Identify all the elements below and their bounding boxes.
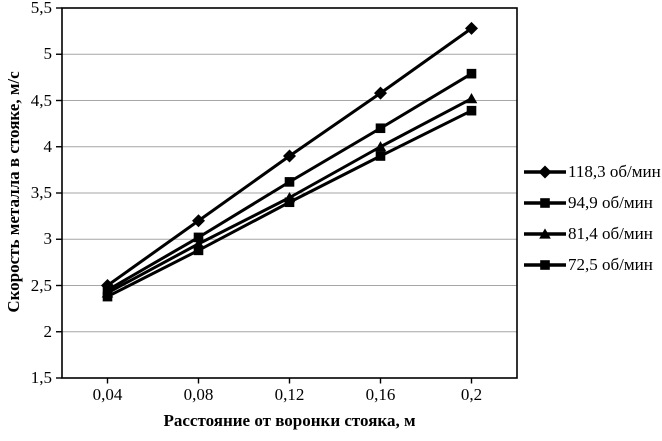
square-marker — [375, 151, 386, 161]
y-tick-label: 3,5 — [30, 183, 52, 202]
y-tick-label: 4,5 — [30, 90, 52, 110]
y-tick-label: 2,5 — [30, 275, 52, 295]
y-tick-label: 5,5 — [30, 0, 52, 17]
x-tick-label: 0,04 — [92, 385, 123, 404]
diamond-marker — [191, 214, 206, 228]
square-marker — [466, 68, 477, 79]
triangle-marker — [374, 141, 387, 152]
legend-entry-1: 94,9 об/мин — [524, 187, 661, 218]
legend-label: 118,3 об/мин — [568, 161, 661, 181]
diamond-marker — [538, 164, 552, 179]
triangle-marker — [539, 227, 551, 239]
diamond-marker — [373, 86, 388, 100]
plot-area — [56, 7, 518, 384]
square-marker — [193, 245, 204, 256]
legend-label: 94,9 об/мин — [568, 192, 653, 212]
triangle-marker — [465, 93, 478, 104]
y-tick-label: 2 — [43, 321, 53, 341]
x-tick-label: 0,2 — [460, 385, 483, 404]
x-tick-label: 0,08 — [183, 385, 214, 404]
square-marker — [540, 259, 550, 270]
legend: 118,3 об/мин 94,9 об/мин 81,4 об/мин 72,5 о… — [524, 156, 661, 280]
x-tick-label: 0,16 — [365, 385, 396, 404]
legend-label: 81,4 об/мин — [568, 223, 653, 243]
y-tick-label: 3 — [43, 229, 53, 249]
square-marker — [193, 232, 204, 243]
legend-entry-3: 72,5 об/мин — [524, 249, 661, 280]
y-tick-label: 5 — [43, 44, 53, 64]
x-tick-label: 0,12 — [274, 385, 305, 404]
legend-entry-0: 118,3 об/мин — [524, 156, 661, 187]
legend-label: 72,5 об/мин — [568, 254, 653, 274]
legend-key-square — [524, 259, 566, 270]
legend-key-triangle — [524, 227, 566, 239]
x-axis-title: Расстояние от воронки стояка, м — [163, 411, 416, 430]
legend-key-diamond — [524, 164, 566, 179]
legend-entry-2: 81,4 об/мин — [524, 218, 661, 249]
square-marker — [102, 291, 113, 302]
diamond-marker — [282, 149, 297, 163]
y-tick-label: 4 — [43, 136, 53, 156]
square-marker — [284, 197, 295, 208]
diamond-marker — [464, 21, 479, 35]
square-marker — [540, 197, 550, 208]
square-marker — [375, 123, 386, 134]
legend-key-square — [524, 197, 566, 208]
square-marker — [466, 105, 477, 116]
y-tick-label: 1,5 — [30, 368, 52, 387]
square-marker — [284, 177, 295, 187]
